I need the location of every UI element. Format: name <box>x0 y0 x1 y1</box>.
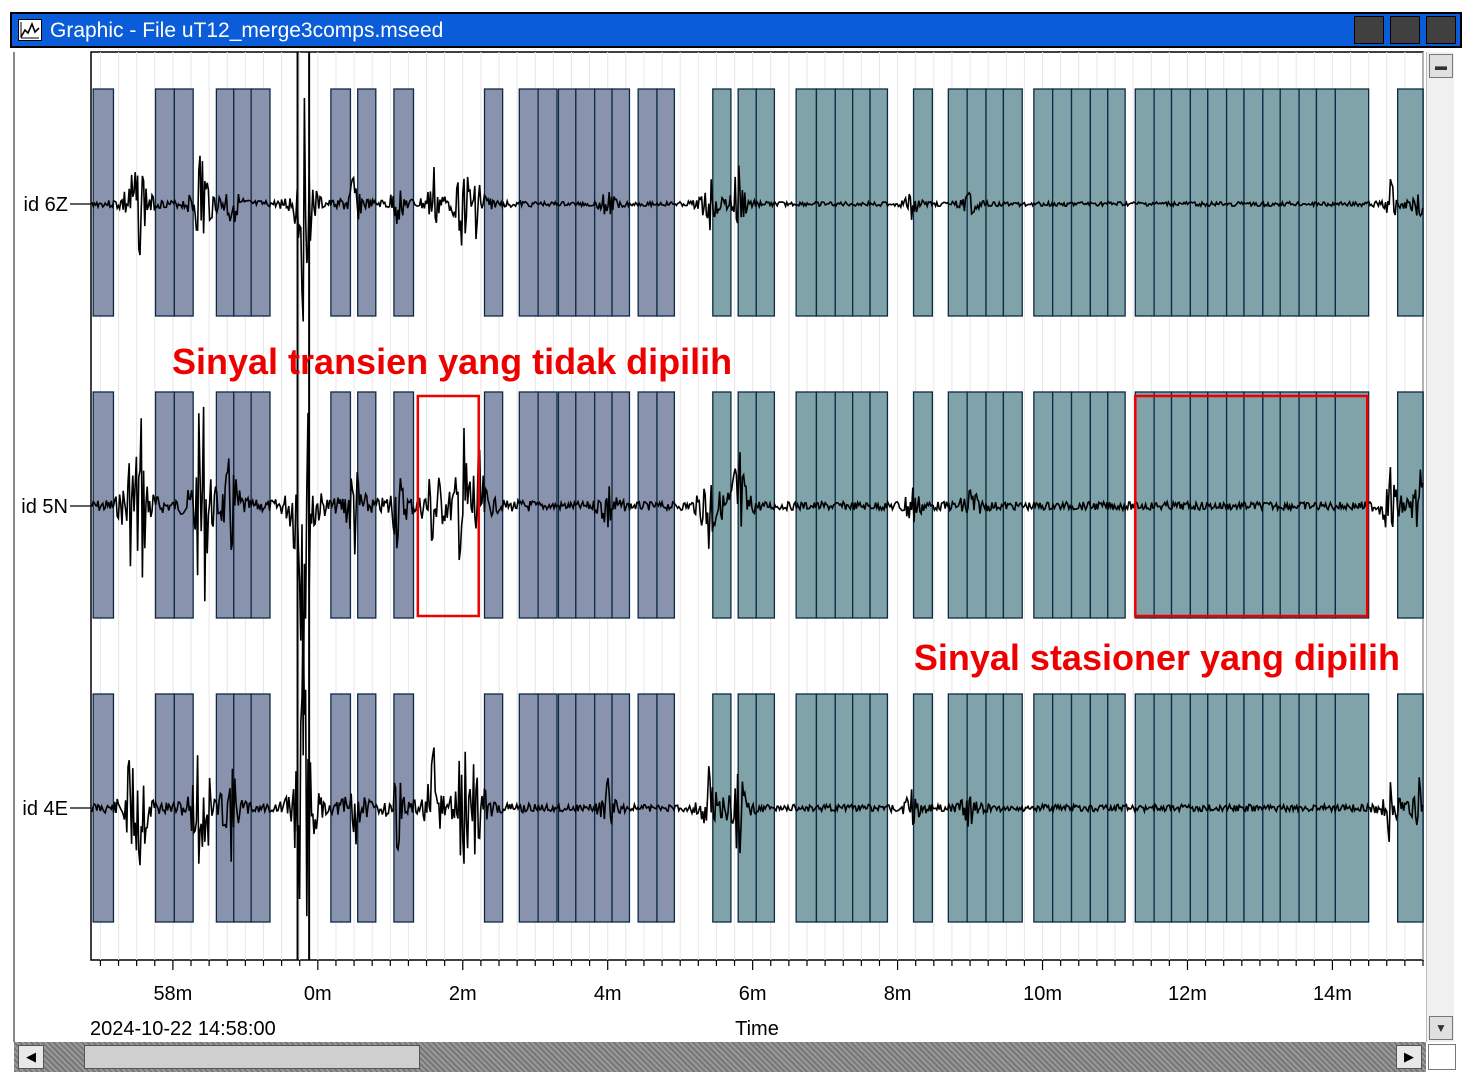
time-window[interactable] <box>1033 391 1054 619</box>
x-tick-label: 6m <box>739 983 767 1005</box>
x-tick-label: 14m <box>1313 983 1352 1005</box>
time-window[interactable] <box>712 391 732 619</box>
scroll-right-arrow-icon[interactable]: ▶ <box>1396 1045 1422 1069</box>
x-tick-label: 12m <box>1168 983 1207 1005</box>
time-window[interactable] <box>912 88 934 317</box>
scroll-left-arrow-icon[interactable]: ◀ <box>18 1045 44 1069</box>
time-window[interactable] <box>1070 693 1092 923</box>
horizontal-scroll-thumb[interactable] <box>84 1045 420 1069</box>
trace-label: id 4E <box>22 798 68 820</box>
waveform-id-5n <box>91 406 1424 756</box>
time-window[interactable] <box>154 88 175 317</box>
time-window[interactable] <box>1298 88 1318 317</box>
title-bar[interactable]: Graphic - File uT12_merge3comps.mseed <box>10 12 1462 48</box>
waveform-id-6z <box>91 97 1424 322</box>
x-tick-label: 58m <box>153 983 192 1005</box>
annotation-transient: Sinyal transien yang tidak dipilih <box>172 341 732 382</box>
time-window[interactable] <box>1189 391 1209 619</box>
close-button[interactable] <box>1426 16 1456 44</box>
time-window[interactable] <box>1052 88 1073 317</box>
trace-label: id 5N <box>21 496 68 518</box>
x-tick-label: 2m <box>449 983 477 1005</box>
minimize-button[interactable] <box>1354 16 1384 44</box>
trace-label: id 6Z <box>24 194 68 216</box>
time-window[interactable] <box>869 88 889 317</box>
annotation-stationary: Sinyal stasioner yang dipilih <box>914 637 1400 678</box>
time-window[interactable] <box>795 88 818 317</box>
scroll-down-arrow-icon[interactable]: ▼ <box>1429 1016 1453 1040</box>
graph-app-icon <box>18 19 42 41</box>
window-title: Graphic - File uT12_merge3comps.mseed <box>50 19 444 42</box>
scroll-up-arrow-icon[interactable]: ▬ <box>1429 54 1453 78</box>
x-tick-label: 4m <box>594 983 622 1005</box>
time-window[interactable] <box>815 88 836 317</box>
transient-highlight-box <box>416 394 480 618</box>
time-window[interactable] <box>1262 88 1281 317</box>
time-window[interactable] <box>393 693 415 923</box>
waveform-id-4e <box>91 611 1424 917</box>
x-axis-start-time: 2024-10-22 14:58:00 <box>90 1018 276 1040</box>
scrollbar-corner <box>1428 1044 1456 1070</box>
x-tick-label: 10m <box>1023 983 1062 1005</box>
time-window[interactable] <box>537 88 558 317</box>
x-tick-label: 0m <box>304 983 332 1005</box>
stationary-highlight-box <box>1134 394 1369 618</box>
time-window[interactable] <box>985 693 1005 923</box>
maximize-button[interactable] <box>1390 16 1420 44</box>
time-window[interactable] <box>233 88 252 317</box>
x-tick-label: 8m <box>884 983 912 1005</box>
horizontal-scrollbar[interactable]: ◀ ▶ <box>14 1042 1426 1072</box>
time-window[interactable] <box>966 88 987 317</box>
vertical-scrollbar[interactable]: ▬ ▼ <box>1426 52 1454 1042</box>
x-axis-title: Time <box>735 1018 779 1040</box>
